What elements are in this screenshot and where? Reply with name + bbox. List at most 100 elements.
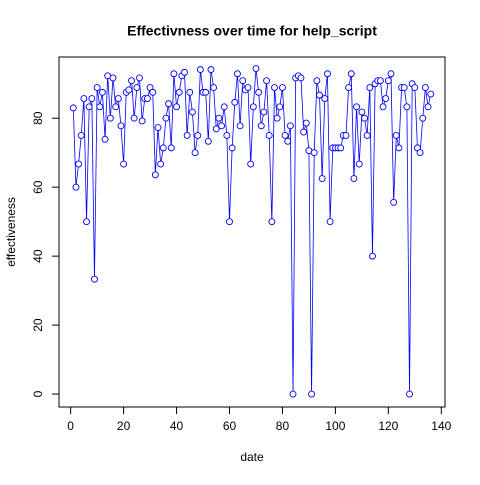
x-tick-label: 80: [276, 419, 290, 433]
data-point: [106, 114, 114, 122]
data-point: [80, 95, 88, 103]
data-point: [101, 135, 109, 143]
x-tick-label: 20: [117, 419, 131, 433]
data-point: [226, 218, 233, 226]
data-point: [125, 86, 133, 94]
data-point: [165, 100, 173, 108]
data-point: [77, 132, 85, 139]
data-point: [75, 160, 83, 168]
data-point: [244, 84, 252, 91]
y-tick-label: 80: [31, 111, 45, 125]
data-point: [355, 160, 363, 168]
data-point: [376, 77, 384, 85]
data-point: [387, 70, 395, 78]
data-point: [207, 66, 215, 74]
data-point: [194, 132, 202, 139]
data-point: [130, 114, 138, 122]
x-tick-label: 100: [325, 419, 345, 433]
data-point: [353, 103, 361, 111]
data-point: [302, 119, 310, 127]
data-point: [400, 84, 408, 91]
data-point: [350, 175, 358, 183]
data-point: [212, 125, 220, 133]
x-tick-label: 40: [170, 419, 184, 433]
data-point: [427, 90, 435, 98]
data-point: [252, 65, 260, 73]
data-point: [233, 70, 241, 78]
data-point: [128, 77, 135, 85]
data-point: [260, 108, 268, 116]
data-point: [411, 84, 419, 91]
data-point: [345, 84, 353, 91]
data-point: [157, 160, 165, 168]
data-point: [416, 149, 424, 157]
data-point: [424, 103, 432, 111]
data-point: [191, 149, 199, 157]
data-point: [326, 218, 334, 226]
data-point: [69, 104, 77, 112]
data-point: [136, 74, 143, 82]
data-point: [406, 390, 413, 398]
data-point: [403, 103, 411, 111]
data-point: [257, 122, 265, 130]
y-tick-label: 20: [31, 318, 45, 332]
data-point: [109, 74, 117, 82]
data-point: [313, 77, 321, 85]
data-point: [395, 144, 403, 152]
chart-title: Effectivness over time for help_script: [127, 23, 377, 39]
data-point: [419, 114, 427, 122]
data-point: [83, 218, 90, 226]
data-point: [268, 218, 276, 226]
x-tick-label: 0: [67, 419, 74, 433]
data-point: [133, 84, 141, 91]
data-point: [151, 171, 159, 179]
data-point: [321, 95, 329, 103]
data-point: [297, 74, 305, 82]
data-point: [249, 103, 257, 111]
data-point: [276, 103, 284, 111]
data-point: [220, 103, 228, 111]
data-point: [369, 252, 376, 260]
data-point: [114, 95, 122, 103]
data-point: [173, 103, 180, 111]
data-point: [143, 95, 151, 103]
data-point: [117, 122, 125, 130]
data-point: [175, 88, 183, 96]
y-tick-label: 60: [31, 180, 45, 194]
data-point: [183, 132, 191, 139]
data-point: [181, 68, 188, 76]
data-point: [210, 84, 218, 91]
data-point: [72, 183, 80, 191]
data-point: [202, 88, 210, 96]
data-point: [392, 132, 400, 139]
data-point: [358, 108, 366, 116]
data-point: [361, 114, 368, 122]
data-point: [167, 144, 175, 152]
data-point: [138, 117, 146, 125]
data-line: [72, 68, 432, 395]
data-point: [154, 124, 162, 131]
data-point: [98, 88, 106, 96]
x-tick-label: 140: [431, 419, 451, 433]
y-tick-label: 0: [31, 390, 45, 397]
data-point: [310, 149, 318, 157]
data-point: [284, 137, 292, 145]
data-point: [278, 84, 286, 91]
plot-box: [58, 56, 446, 408]
x-axis-label: date: [240, 450, 264, 464]
data-point: [281, 132, 289, 139]
data-point: [149, 88, 157, 96]
data-point: [188, 108, 196, 116]
data-point: [112, 103, 120, 111]
y-axis-label: effectiveness: [4, 197, 18, 267]
data-point: [337, 144, 345, 152]
data-point: [273, 114, 281, 122]
data-point: [91, 275, 98, 283]
data-point: [162, 114, 170, 122]
data-point: [421, 84, 429, 91]
data-point: [366, 84, 374, 91]
data-point: [215, 114, 223, 122]
data-point: [223, 132, 231, 139]
data-point: [363, 132, 371, 139]
